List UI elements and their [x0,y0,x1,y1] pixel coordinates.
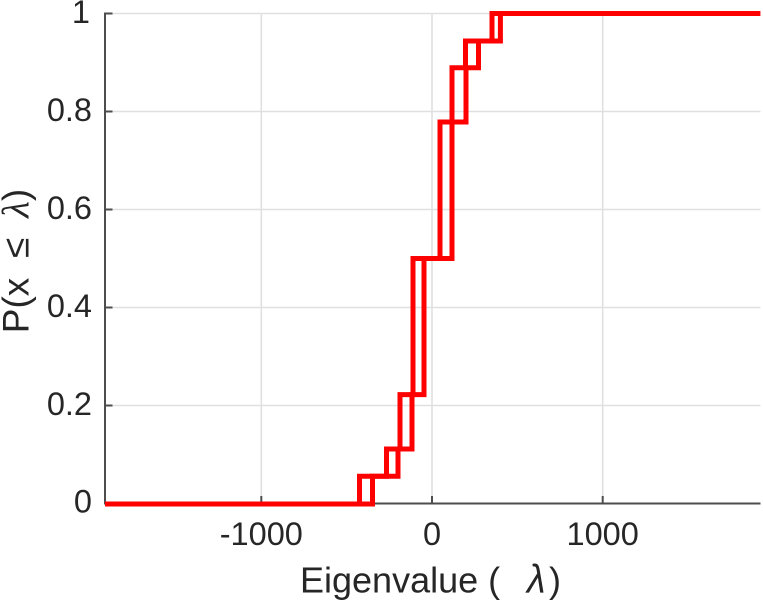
svg-text:0.2: 0.2 [47,386,92,422]
svg-text:λ: λ [525,558,545,600]
svg-text:0.6: 0.6 [47,190,92,226]
svg-text:P(x ≤ λ): P(x ≤ λ) [0,189,38,333]
svg-text:Eigenvalue (: Eigenvalue ( [300,560,500,600]
svg-text:0.8: 0.8 [47,92,92,128]
svg-text:0: 0 [74,484,92,520]
svg-text:0.4: 0.4 [47,288,92,324]
svg-text:): ) [549,560,561,600]
svg-text:0: 0 [423,516,441,552]
svg-text:1: 1 [72,0,90,30]
svg-text:1000: 1000 [567,516,639,552]
svg-text:-1000: -1000 [220,516,303,552]
